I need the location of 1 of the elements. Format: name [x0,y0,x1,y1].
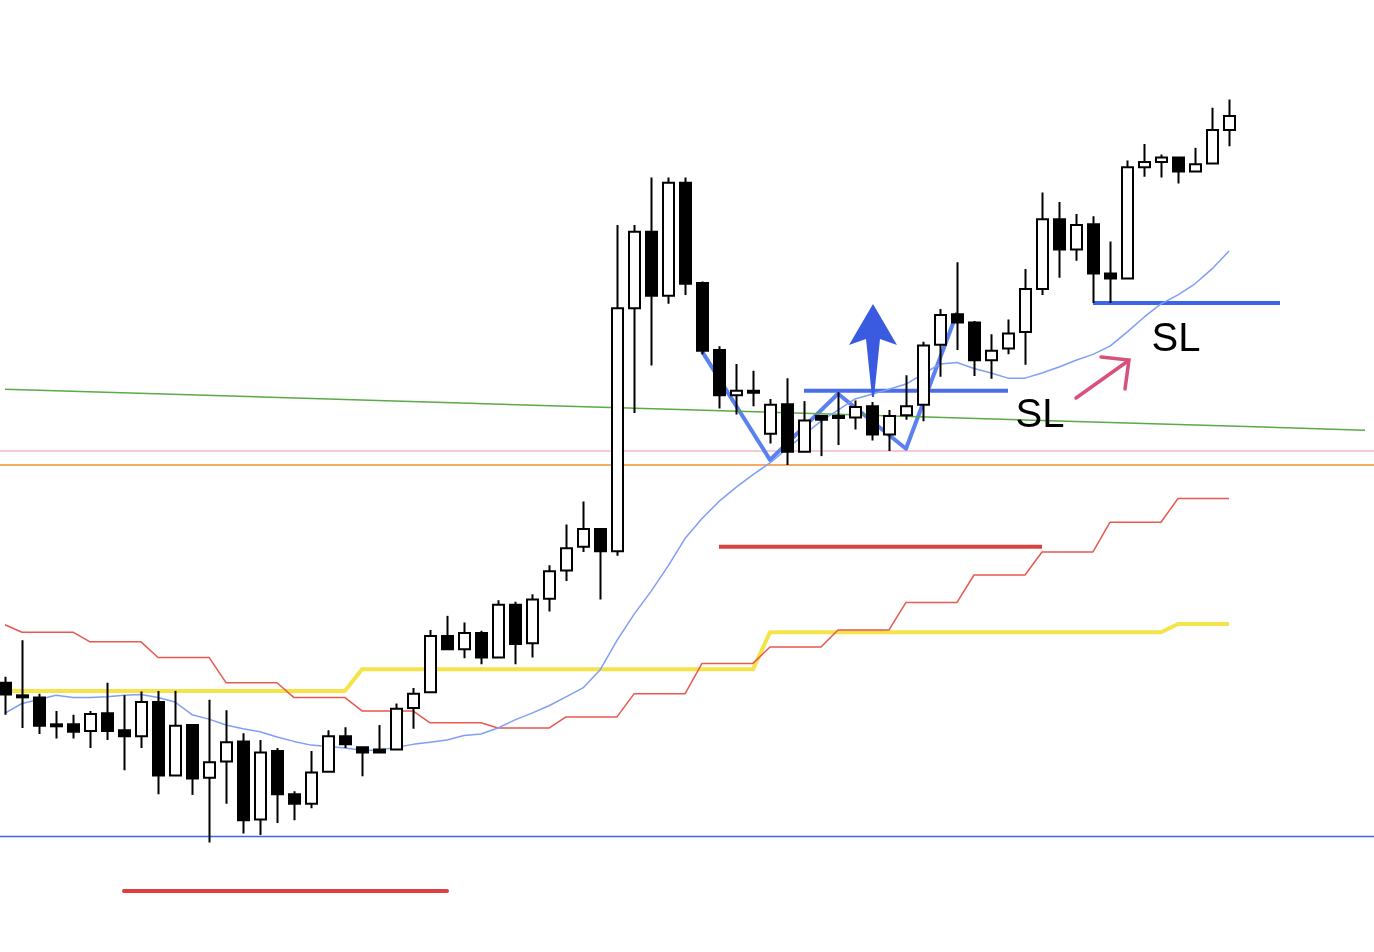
annotation: SL [1151,315,1201,360]
